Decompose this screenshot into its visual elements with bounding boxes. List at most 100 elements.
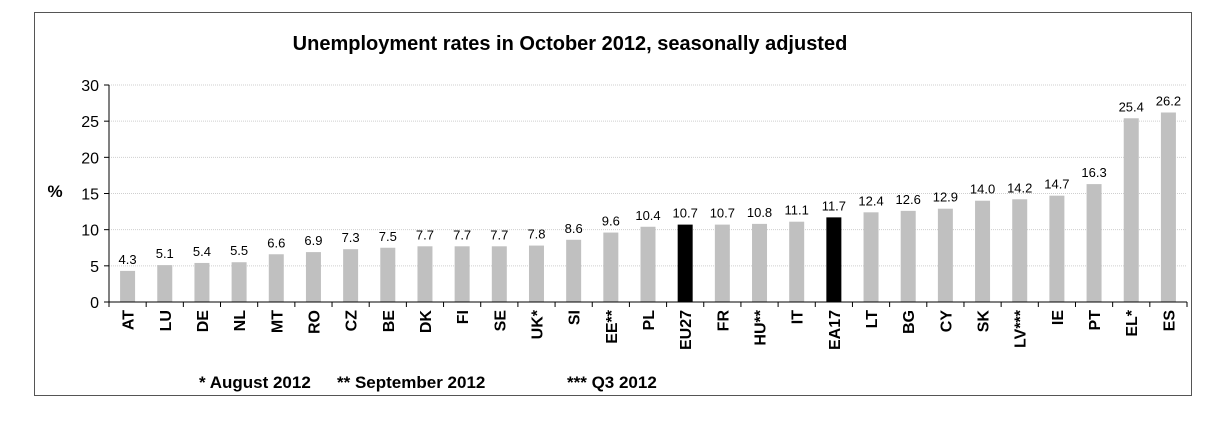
bar — [937, 208, 953, 302]
bar-chart: Unemployment rates in October 2012, seas… — [47, 33, 1188, 392]
footnotes: * August 2012 ** September 2012 *** Q3 201… — [199, 373, 657, 392]
x-category-label: CZ — [344, 310, 361, 332]
chart-frame: Unemployment rates in October 2012, seas… — [34, 12, 1192, 396]
data-label: 7.7 — [416, 227, 434, 242]
data-label: 14.0 — [970, 182, 995, 197]
data-label: 6.6 — [267, 235, 285, 250]
bar — [528, 245, 544, 302]
data-label: 11.1 — [785, 203, 809, 218]
x-category-label: EL* — [1124, 309, 1141, 336]
x-category-label: FR — [715, 310, 732, 332]
bar — [789, 221, 805, 302]
data-label: 7.7 — [490, 227, 508, 242]
y-tick-label: 0 — [90, 295, 99, 312]
data-label: 5.5 — [230, 243, 248, 258]
data-labels: 4.3 5.1 5.4 5.5 6.6 6.9 7.3 7.5 7.7 7.7 7.7 7.8 8.6 9… — [119, 93, 1182, 266]
x-category-label: PT — [1087, 310, 1104, 331]
bar — [1049, 195, 1065, 302]
x-category-label: LT — [864, 310, 881, 329]
x-category-label: ES — [1161, 310, 1178, 332]
bar — [1123, 118, 1139, 302]
data-label: 6.9 — [304, 233, 322, 248]
footnote: *** Q3 2012 — [567, 373, 657, 392]
bar — [157, 265, 173, 302]
data-label: 8.6 — [565, 221, 583, 236]
bar — [305, 252, 321, 302]
data-label: 7.8 — [527, 227, 545, 242]
bar — [231, 262, 247, 302]
x-category-label: HU** — [753, 309, 770, 345]
x-category-label: LV*** — [1013, 309, 1030, 348]
x-category-label: EU27 — [678, 310, 695, 350]
data-label: 25.4 — [1119, 99, 1144, 114]
x-axis-categories: AT LU DE NL MT RO CZ BE DK FI SE UK* SI EE** PL EU27 FR H… — [121, 309, 1179, 350]
data-label: 10.8 — [747, 205, 772, 220]
bar — [752, 223, 768, 302]
bar — [1160, 112, 1176, 302]
bar — [900, 210, 916, 302]
bar — [714, 224, 730, 302]
bar — [975, 200, 991, 302]
data-label: 7.3 — [342, 230, 360, 245]
x-category-label: IE — [1050, 310, 1067, 325]
footnote: ** September 2012 — [337, 373, 485, 392]
x-category-label: RO — [306, 310, 323, 334]
x-category-label: UK* — [529, 309, 546, 339]
x-category-label: EA17 — [827, 310, 844, 350]
data-label: 4.3 — [119, 252, 137, 267]
x-category-label: FI — [455, 310, 472, 324]
bar — [863, 212, 879, 302]
data-label: 12.4 — [858, 193, 883, 208]
data-label: 7.5 — [379, 229, 397, 244]
data-label: 14.2 — [1007, 180, 1032, 195]
x-category-label: CY — [938, 310, 955, 333]
y-axis-label: % — [47, 182, 62, 201]
y-tick-label: 15 — [81, 187, 99, 204]
data-label: 9.6 — [602, 214, 620, 229]
bar — [640, 226, 656, 302]
x-category-label: EE** — [604, 309, 621, 344]
data-label: 5.4 — [193, 244, 211, 259]
bar — [417, 246, 433, 302]
bar — [603, 232, 619, 302]
x-category-label: BE — [381, 310, 398, 333]
chart-title: Unemployment rates in October 2012, seas… — [293, 33, 848, 55]
data-label: 26.2 — [1156, 93, 1181, 108]
x-category-label: NL — [232, 310, 249, 332]
x-category-label: DK — [418, 310, 435, 334]
bar — [1012, 199, 1028, 302]
x-category-label: IT — [790, 310, 807, 324]
x-category-label: SK — [976, 310, 993, 333]
bar — [677, 224, 693, 302]
x-category-label: SE — [492, 310, 509, 332]
data-label: 14.7 — [1044, 177, 1069, 192]
bar — [566, 239, 582, 302]
bar — [1086, 184, 1102, 302]
x-category-label: MT — [269, 310, 286, 333]
data-label: 5.1 — [156, 246, 174, 261]
x-category-label: PL — [641, 310, 658, 331]
data-label: 12.6 — [896, 192, 921, 207]
y-tick-label: 10 — [81, 223, 99, 240]
bar — [268, 254, 284, 302]
bar — [380, 247, 396, 302]
bar — [491, 246, 507, 302]
y-tick-label: 20 — [81, 150, 99, 167]
x-category-label: LU — [158, 310, 175, 331]
data-label: 10.4 — [635, 208, 660, 223]
data-label: 10.7 — [673, 206, 698, 221]
bars — [120, 112, 1176, 302]
bar — [194, 262, 210, 302]
footnote: * August 2012 — [199, 373, 311, 392]
x-category-label: SI — [567, 310, 584, 325]
y-tick-label: 30 — [81, 78, 99, 95]
bar — [454, 246, 470, 302]
bar — [120, 270, 136, 302]
data-label: 7.7 — [453, 227, 471, 242]
data-label: 10.7 — [710, 206, 735, 221]
bar — [826, 217, 842, 302]
data-label: 12.9 — [933, 190, 958, 205]
y-tick-label: 25 — [81, 114, 99, 131]
axes — [108, 85, 1188, 307]
x-category-label: DE — [195, 310, 212, 333]
